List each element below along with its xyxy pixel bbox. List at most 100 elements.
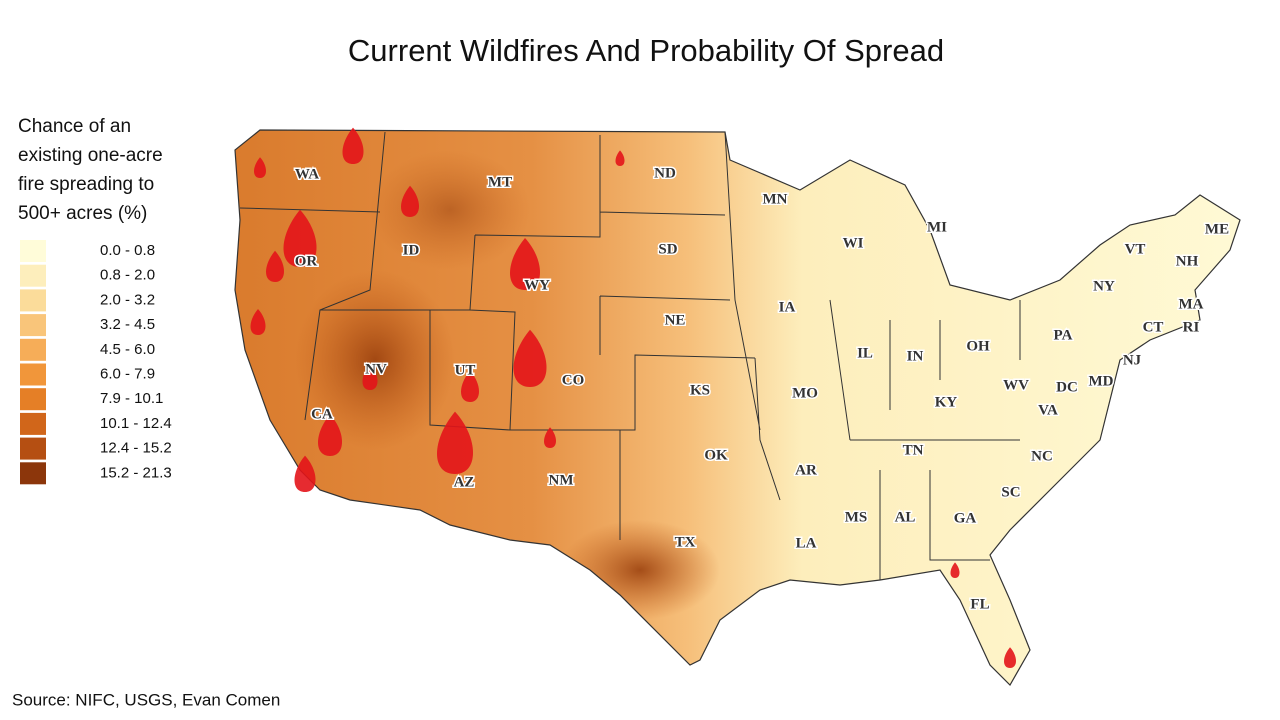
state-label: CT: [1143, 319, 1164, 335]
risk-hotspot: [370, 150, 530, 270]
legend-label: 4.5 - 6.0: [100, 341, 155, 358]
state-label: TX: [675, 534, 696, 550]
fire: [318, 414, 342, 456]
legend-swatch: [20, 437, 46, 460]
state-label: NJ: [1123, 352, 1142, 368]
legend-swatch: [20, 240, 46, 262]
state-label: IN: [907, 348, 924, 364]
fire: [513, 329, 547, 387]
legend-swatch: [20, 363, 46, 386]
legend-label: 6.0 - 7.9: [100, 365, 155, 382]
state-label: IL: [857, 345, 873, 361]
legend-label: 0.0 - 0.8: [100, 242, 155, 259]
legend-label: 10.1 - 12.4: [100, 415, 172, 432]
legend-swatch: [20, 388, 46, 411]
fire: [437, 411, 473, 474]
state-label: MN: [763, 191, 788, 207]
state-label: DC: [1056, 379, 1078, 395]
state-label: CO: [562, 372, 585, 388]
state-label: SD: [658, 241, 677, 257]
state-label: OH: [966, 338, 990, 354]
state-label: KS: [690, 382, 710, 398]
title: Current Wildfires And Probability Of Spr…: [348, 33, 944, 68]
state-label: WY: [524, 277, 550, 293]
state-label: PA: [1054, 327, 1073, 343]
fire: [461, 370, 479, 402]
fire: [266, 250, 284, 282]
legend-swatch: [20, 289, 46, 312]
fires: [250, 127, 1016, 668]
legend-title: 500+ acres (%): [18, 203, 147, 224]
state-label: CA: [311, 406, 333, 422]
state-borders: [239, 131, 1021, 580]
legend-title: existing one-acre: [18, 145, 163, 166]
legend-swatch: [20, 462, 46, 485]
legend-swatch: [20, 412, 46, 435]
fire: [294, 455, 316, 492]
fire: [362, 364, 378, 390]
state-labels: WA OR CA NV ID MT WY UT AZ CO NM ND SD NE KS OK TX MN IA MO…: [293, 164, 1230, 614]
fire: [1004, 647, 1016, 668]
state-label: VT: [1125, 241, 1146, 257]
state-label: NH: [1176, 253, 1199, 269]
state-label: NE: [665, 312, 686, 328]
legend-label: 3.2 - 4.5: [100, 316, 155, 333]
legend-swatch: [20, 314, 46, 337]
fire: [401, 185, 419, 217]
legend-title: Chance of an: [18, 116, 131, 137]
state-label: OR: [295, 253, 318, 269]
state-label: MS: [845, 509, 868, 525]
fire: [950, 562, 960, 578]
state-label: KY: [935, 394, 958, 410]
state-label: MD: [1089, 373, 1114, 389]
fire: [544, 427, 556, 448]
legend-swatch: [20, 338, 46, 361]
state-label: ND: [654, 165, 676, 181]
risk-hotspot: [295, 270, 455, 450]
legend-label: 0.8 - 2.0: [100, 267, 155, 284]
legend-label: 12.4 - 15.2: [100, 440, 172, 457]
state-label: MT: [488, 174, 512, 190]
state-label: OK: [704, 447, 728, 463]
state-label: WV: [1003, 377, 1029, 393]
state-label: AR: [795, 462, 817, 478]
state-label: SC: [1001, 484, 1020, 500]
legend-title: fire spreading to: [18, 174, 154, 195]
state-label: AZ: [454, 474, 475, 490]
legend-swatch: [20, 264, 46, 287]
state-label: ID: [403, 242, 420, 258]
fire: [254, 157, 266, 178]
state-label: MI: [927, 219, 947, 235]
state-label: MA: [1179, 296, 1204, 312]
legend: Chance of an existing one-acre fire spread…: [18, 116, 172, 485]
state-label: MO: [792, 385, 818, 401]
state-label: RI: [1183, 319, 1200, 335]
state-label: ME: [1205, 221, 1229, 237]
risk-hotspot: [560, 520, 720, 620]
state-label: WI: [843, 235, 864, 251]
map: [235, 130, 1240, 685]
fire: [342, 127, 364, 164]
fire: [615, 150, 625, 166]
fire: [510, 238, 540, 290]
state-label: WA: [295, 166, 319, 182]
state-label: AL: [895, 509, 916, 525]
fire: [283, 209, 317, 267]
legend-label: 15.2 - 21.3: [100, 464, 172, 481]
state-label: NV: [365, 361, 387, 377]
state-label: NM: [549, 472, 574, 488]
state-label: VA: [1038, 402, 1058, 418]
state-label: IA: [779, 299, 796, 315]
state-label: NC: [1031, 448, 1053, 464]
state-label: NY: [1093, 278, 1115, 294]
state-label: TN: [903, 442, 924, 458]
state-label: UT: [455, 362, 476, 378]
fire: [250, 309, 266, 335]
state-label: LA: [796, 535, 817, 551]
source: Source: NIFC, USGS, Evan Comen: [12, 690, 280, 709]
state-label: FL: [970, 596, 989, 612]
legend-label: 7.9 - 10.1: [100, 390, 163, 407]
legend-label: 2.0 - 3.2: [100, 291, 155, 308]
state-label: GA: [954, 510, 977, 526]
